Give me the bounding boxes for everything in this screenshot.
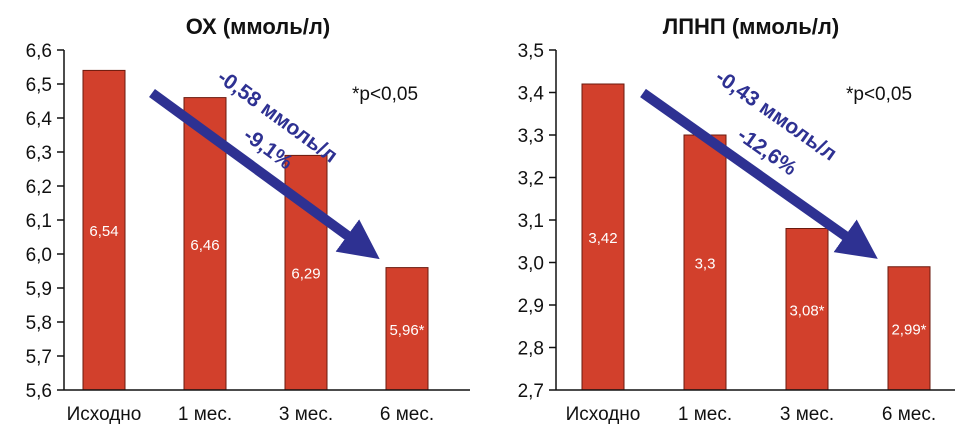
- y-axis-ticks: 5,6 5,7 5,8 5,9 6,0 6,1 6,2 6,3 6,4 6,5 6,6: [26, 41, 64, 402]
- chart-ldl-cholesterol: ЛПНП (ммоль/л) 2,7 2,8 2,9 3,0 3,1 3,2 3,3 3,4 3…: [518, 14, 955, 425]
- x-category-label: 1 мес.: [678, 404, 732, 425]
- y-tick-label: 6,3: [26, 143, 52, 164]
- chart-title: ОХ (ммоль/л): [186, 14, 330, 39]
- bar: [785, 228, 829, 391]
- x-category-label: 6 мес.: [882, 404, 936, 425]
- y-tick-label: 6,2: [26, 177, 52, 198]
- bars: 3,42 3,3 3,08* 2,99*: [581, 83, 931, 391]
- y-tick-label: 3,4: [518, 84, 545, 105]
- bar: [887, 266, 931, 391]
- y-tick-label: 3,2: [518, 169, 544, 190]
- y-tick-label: 6,6: [26, 41, 52, 62]
- x-category-label: Исходно: [566, 404, 641, 425]
- y-tick-label: 6,4: [26, 109, 53, 130]
- bar-value-label: 5,96*: [389, 322, 424, 339]
- x-category-label: 1 мес.: [178, 404, 232, 425]
- y-tick-label: 6,1: [26, 211, 52, 232]
- y-tick-label: 6,0: [26, 245, 52, 266]
- y-tick-label: 5,6: [26, 381, 52, 402]
- y-tick-label: 2,7: [518, 381, 544, 402]
- trend-arrow: [640, 88, 878, 259]
- y-tick-label: 5,7: [26, 347, 52, 368]
- y-tick-label: 3,5: [518, 41, 544, 62]
- x-category-label: 3 мес.: [279, 404, 333, 425]
- bar: [385, 267, 429, 391]
- y-tick-label: 2,8: [518, 339, 544, 360]
- significance-note: *p<0,05: [352, 84, 418, 105]
- bar-value-label: 6,29: [291, 266, 320, 283]
- x-category-label: 3 мес.: [780, 404, 834, 425]
- x-axis-categories: Исходно 1 мес. 3 мес. 6 мес.: [566, 404, 937, 425]
- y-tick-label: 3,3: [518, 126, 544, 147]
- bar-value-label: 6,54: [89, 223, 118, 240]
- bars: 6,54 6,46 6,29 5,96*: [82, 69, 429, 391]
- trend-arrow: [149, 88, 380, 260]
- x-category-label: Исходно: [67, 404, 142, 425]
- chart-title: ЛПНП (ммоль/л): [663, 14, 839, 39]
- chart-total-cholesterol: ОХ (ммоль/л) 5,6 5,7 5,8 5,9 6,0 6,1 6,2 6,3 6,4…: [26, 14, 470, 425]
- y-axis-ticks: 2,7 2,8 2,9 3,0 3,1 3,2 3,3 3,4 3,5: [518, 41, 556, 402]
- x-axis-categories: Исходно 1 мес. 3 мес. 6 мес.: [67, 404, 435, 425]
- bar-value-label: 2,99*: [891, 321, 926, 338]
- y-tick-label: 5,9: [26, 279, 52, 300]
- y-tick-label: 2,9: [518, 296, 544, 317]
- bar-value-label: 3,08*: [789, 302, 824, 319]
- y-tick-label: 3,0: [518, 254, 544, 275]
- significance-note: *p<0,05: [846, 84, 912, 105]
- bar: [82, 69, 126, 391]
- x-category-label: 6 мес.: [380, 404, 434, 425]
- bar-value-label: 6,46: [190, 237, 219, 254]
- bar-value-label: 3,3: [695, 256, 716, 273]
- bar-value-label: 3,42: [588, 230, 617, 247]
- y-tick-label: 5,8: [26, 313, 52, 334]
- y-tick-label: 6,5: [26, 75, 52, 96]
- y-tick-label: 3,1: [518, 211, 544, 232]
